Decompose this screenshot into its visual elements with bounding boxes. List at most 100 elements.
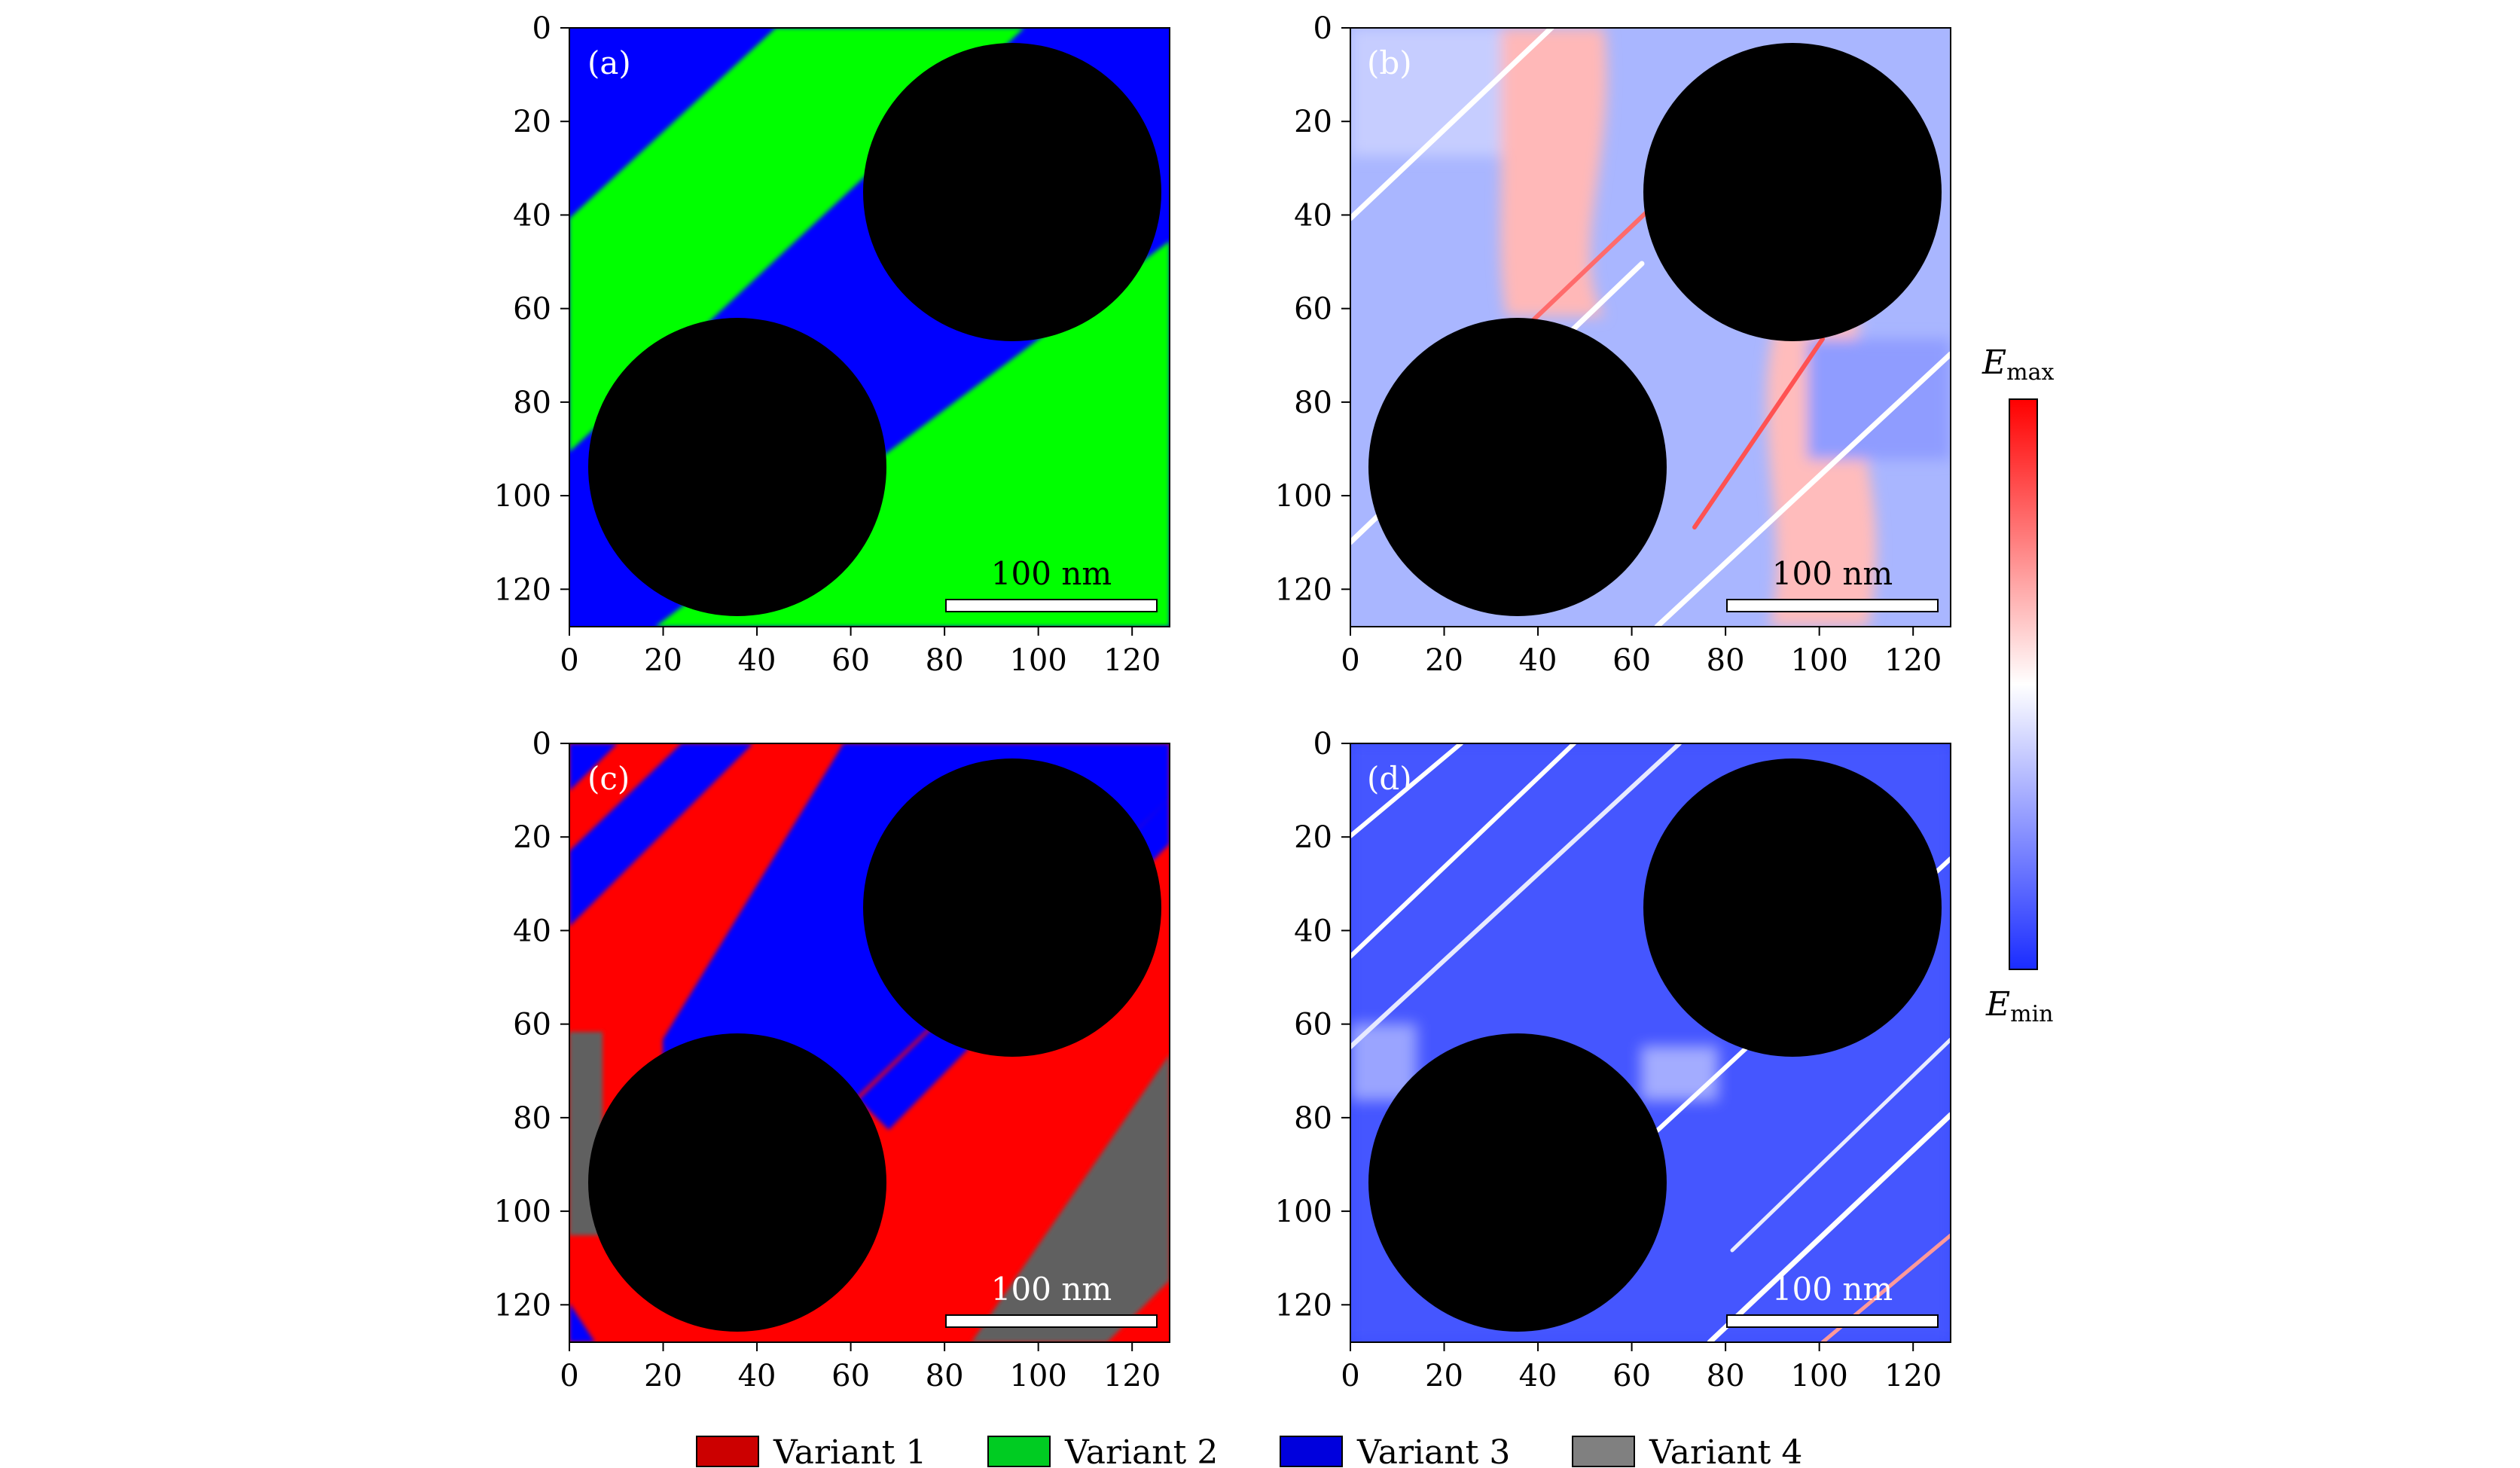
x-tick-label: 60 (1612, 643, 1651, 678)
y-tick-label: 80 (513, 1101, 551, 1136)
panel-d: (d) 100 nm (1350, 743, 1951, 1343)
y-tick-label: 120 (1275, 572, 1332, 607)
x-tick-label: 20 (1425, 643, 1463, 678)
x-tick-label: 80 (1707, 643, 1745, 678)
variant-4-band (972, 1054, 1170, 1342)
scale-bar (945, 1314, 1158, 1328)
legend: Variant 1 Variant 2 Variant 3 Variant 4 (696, 1433, 1802, 1468)
legend-swatch (696, 1436, 759, 1467)
y-tick-label: 60 (513, 292, 551, 327)
particle (588, 318, 886, 616)
y-tick-label: 80 (1294, 386, 1332, 420)
x-tick-label: 40 (738, 643, 776, 678)
panel-label: (b) (1367, 44, 1412, 81)
scale-bar (945, 599, 1158, 612)
y-tick-label: 0 (532, 727, 551, 761)
y-tick-label: 20 (1294, 820, 1332, 855)
y-tick-label: 0 (1313, 11, 1332, 46)
y-tick-label: 0 (1313, 727, 1332, 761)
y-tick-label: 120 (494, 1288, 551, 1323)
y-tick-label: 20 (1294, 105, 1332, 139)
scale-bar (1726, 599, 1939, 612)
x-tick-label: 20 (644, 643, 682, 678)
colorbar: Emax Emin (1982, 343, 2054, 1027)
scale-bar-label: 100 nm (991, 1271, 1112, 1308)
y-tick-label: 120 (1275, 1288, 1332, 1323)
panel-a: (a) 100 nm (569, 27, 1170, 627)
colorbar-gradient (2009, 398, 2038, 970)
x-tick-label: 40 (1519, 643, 1557, 678)
scale-bar (1726, 1314, 1939, 1328)
y-tick-label: 100 (1275, 1195, 1332, 1229)
particle (1643, 758, 1942, 1057)
y-tick-label: 40 (1294, 914, 1332, 948)
panel-b: (b) 100 nm (1350, 27, 1951, 627)
scale-bar-label: 100 nm (1772, 1271, 1893, 1308)
legend-swatch (1572, 1436, 1635, 1467)
x-tick-label: 100 (1009, 1359, 1066, 1393)
colorbar-min-label: Emin (1985, 985, 2054, 1027)
particle (1643, 43, 1942, 341)
x-tick-label: 60 (831, 1359, 870, 1393)
y-tick-label: 40 (513, 914, 551, 948)
legend-label: Variant 3 (1356, 1433, 1510, 1468)
particle (1368, 318, 1667, 616)
y-tick-label: 80 (513, 386, 551, 420)
panel-label: (a) (587, 44, 631, 81)
x-tick-label: 0 (1341, 1359, 1359, 1393)
scale-bar-label: 100 nm (1772, 555, 1893, 592)
x-tick-label: 0 (560, 1359, 578, 1393)
legend-swatch (1280, 1436, 1343, 1467)
x-tick-label: 80 (926, 643, 964, 678)
y-tick-label: 60 (1294, 292, 1332, 327)
x-tick-label: 60 (1612, 1359, 1651, 1393)
panel-label: (c) (587, 760, 630, 797)
particle (863, 758, 1161, 1057)
x-tick-label: 100 (1790, 1359, 1847, 1393)
y-tick-label: 60 (1294, 1008, 1332, 1042)
particle (588, 1033, 886, 1332)
y-tick-label: 100 (494, 1195, 551, 1229)
panel-label: (d) (1367, 760, 1412, 797)
x-tick-label: 120 (1103, 1359, 1161, 1393)
y-tick-label: 100 (1275, 479, 1332, 514)
x-tick-label: 100 (1009, 643, 1066, 678)
x-tick-label: 120 (1884, 643, 1942, 678)
x-tick-label: 0 (560, 643, 578, 678)
x-tick-label: 40 (1519, 1359, 1557, 1393)
variant-3-band (569, 1303, 595, 1342)
x-tick-label: 20 (644, 1359, 682, 1393)
x-tick-label: 80 (1707, 1359, 1745, 1393)
legend-label: Variant 1 (773, 1433, 926, 1468)
legend-label: Variant 4 (1649, 1433, 1802, 1468)
y-tick-label: 0 (532, 11, 551, 46)
legend-label: Variant 2 (1064, 1433, 1218, 1468)
variant-1-band (569, 743, 618, 791)
variant-3-band (569, 743, 753, 926)
colorbar-max-label: Emax (1982, 343, 2054, 386)
panel-a-map (569, 28, 1170, 627)
axes: 0 20 40 60 80 100 120 0 20 40 60 80 100 120 0 20 40 60 80 1… (494, 11, 1942, 1393)
y-tick-label: 20 (513, 105, 551, 139)
x-tick-label: 120 (1884, 1359, 1942, 1393)
particle (1368, 1033, 1667, 1332)
y-tick-label: 80 (1294, 1101, 1332, 1136)
x-tick-label: 80 (926, 1359, 964, 1393)
y-tick-label: 40 (1294, 198, 1332, 233)
y-tick-label: 20 (513, 820, 551, 855)
panel-b-map (1350, 28, 1951, 627)
y-tick-label: 120 (494, 572, 551, 607)
panel-c: (c) 100 nm (569, 743, 1170, 1343)
x-tick-label: 60 (831, 643, 870, 678)
variant-2-band (889, 354, 1170, 627)
y-tick-label: 60 (513, 1008, 551, 1042)
panel-c-map (569, 743, 1170, 1342)
x-tick-label: 120 (1103, 643, 1161, 678)
particle (863, 43, 1161, 341)
scale-bar-label: 100 nm (991, 555, 1112, 592)
x-tick-label: 20 (1425, 1359, 1463, 1393)
y-tick-label: 100 (494, 479, 551, 514)
x-tick-label: 40 (738, 1359, 776, 1393)
legend-swatch (987, 1436, 1051, 1467)
